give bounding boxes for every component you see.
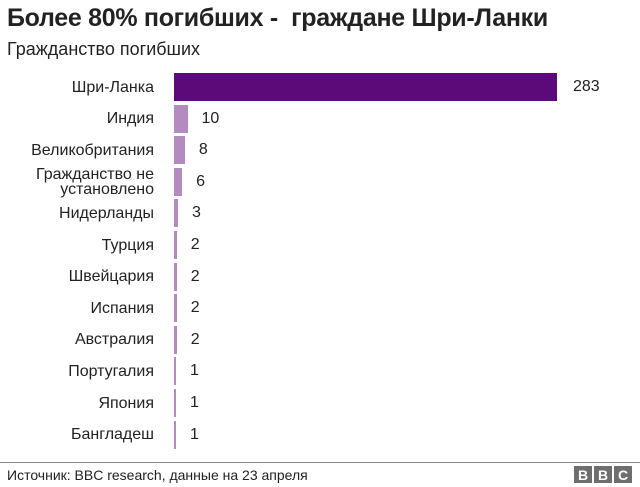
bar xyxy=(174,294,177,323)
value-label: 1 xyxy=(190,394,199,411)
bbc-logo-letter: B xyxy=(594,466,612,483)
bar xyxy=(174,104,188,133)
value-label: 8 xyxy=(198,141,208,159)
bar xyxy=(174,325,177,354)
bbc-logo-letter: C xyxy=(614,466,632,483)
bar xyxy=(174,73,557,101)
bar-row: Бангладеш 1 xyxy=(0,420,640,449)
bar xyxy=(174,262,177,291)
category-label: Япония xyxy=(98,394,154,412)
bar xyxy=(174,357,176,386)
bar-row: Австралия 2 xyxy=(0,325,640,354)
bar xyxy=(174,199,179,228)
bar-row: Швейцария 2 xyxy=(0,262,640,291)
value-label: 2 xyxy=(190,299,200,317)
category-label: Великобритания xyxy=(31,141,154,159)
value-label: 10 xyxy=(201,109,220,127)
category-label: Шри-Ланка xyxy=(71,78,154,96)
category-label: Турция xyxy=(101,236,154,254)
source-note: Источник: BBC research, данные на 23 апр… xyxy=(7,467,308,483)
bar xyxy=(174,389,176,417)
bar xyxy=(174,136,185,165)
category-label: Австралия xyxy=(74,331,154,349)
category-label: Гражданство не установлено xyxy=(35,165,154,198)
bar-row: Индия 10 xyxy=(0,104,640,133)
value-label: 2 xyxy=(190,267,200,285)
chart-subtitle: Гражданство погибших xyxy=(7,39,201,59)
bbc-logo-letter: B xyxy=(574,466,592,483)
bbc-logo: B B C xyxy=(574,466,632,483)
value-label: 3 xyxy=(192,204,201,222)
bar-row: Турция 2 xyxy=(0,231,640,259)
category-label: Бангладеш xyxy=(70,426,154,444)
bar xyxy=(174,420,176,449)
value-label: 283 xyxy=(573,78,600,95)
chart-title: Более 80% погибших - граждане Шри-Ланки xyxy=(7,4,548,32)
value-label: 1 xyxy=(190,425,199,443)
value-label: 2 xyxy=(190,236,200,253)
bar xyxy=(174,231,177,259)
bar-row: Великобритания 8 xyxy=(0,136,640,165)
bar-row: Гражданство не установлено 6 xyxy=(0,165,640,198)
bar-row: Шри-Ланка 283 xyxy=(0,73,640,101)
bar-row: Нидерланды 3 xyxy=(0,199,640,228)
value-label: 1 xyxy=(190,362,199,380)
category-label: Испания xyxy=(90,299,155,317)
category-label: Португалия xyxy=(68,362,154,380)
footer-divider xyxy=(0,462,640,463)
category-label: Швейцария xyxy=(68,268,154,286)
value-label: 6 xyxy=(196,172,206,190)
bar-row: Япония 1 xyxy=(0,389,640,417)
bar-row: Португалия 1 xyxy=(0,357,640,386)
category-label: Индия xyxy=(106,110,154,128)
value-label: 2 xyxy=(190,330,200,348)
bar-row: Испания 2 xyxy=(0,294,640,323)
category-label: Нидерланды xyxy=(59,204,154,222)
bar xyxy=(174,167,183,196)
